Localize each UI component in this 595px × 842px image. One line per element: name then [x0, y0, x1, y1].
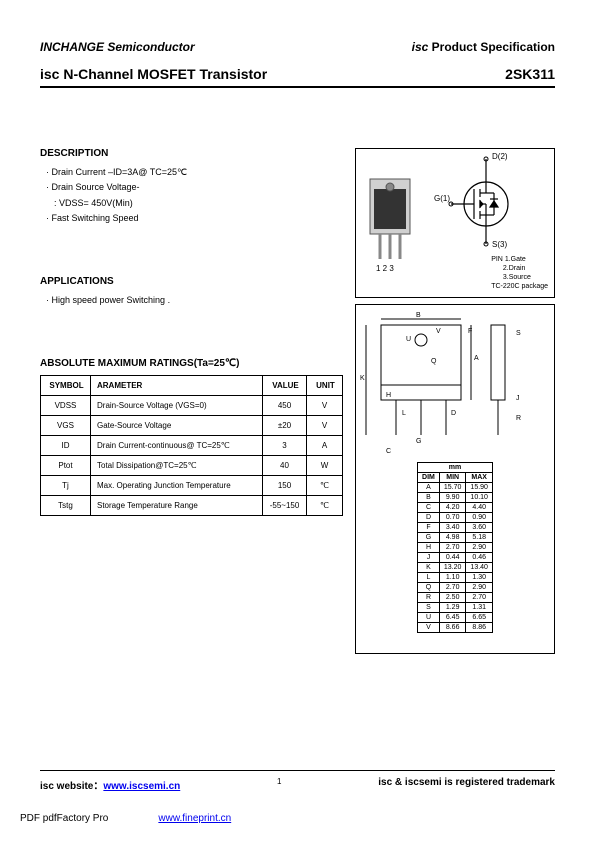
dim-row: V8.668.86 [418, 623, 493, 633]
svg-text:J: J [516, 395, 520, 402]
svg-text:G: G [416, 438, 421, 445]
svg-text:A: A [474, 355, 479, 362]
table-row: VGSGate-Source Voltage±20V [41, 416, 343, 436]
svg-text:U: U [406, 336, 411, 343]
svg-text:H: H [386, 392, 391, 399]
label-s: S(3) [492, 240, 507, 249]
fineprint-link[interactable]: www.fineprint.cn [158, 813, 231, 824]
pin-legend: PIN 1.Gate 2.Drain 3.Source TC-220C pack… [491, 255, 548, 291]
footer-right: isc & iscsemi is registered trademark [378, 777, 555, 792]
table-row: VDSSDrain-Source Voltage (VGS=0)450V [41, 396, 343, 416]
desc-item: · Drain Source Voltage- [46, 180, 343, 195]
header-company: INCHANGE Semiconductor [40, 40, 195, 54]
header-isc: isc [412, 40, 429, 54]
dim-row: G4.985.18 [418, 533, 493, 543]
right-column: 1 2 3 [355, 148, 555, 654]
label-g: G(1) [434, 194, 450, 203]
page-footer: isc website：www.iscsemi.cn 1 isc & iscse… [40, 770, 555, 792]
applications-list: · High speed power Switching . [46, 293, 343, 308]
header-spec: isc Product Specification [412, 40, 555, 54]
dim-row: D0.700.90 [418, 513, 493, 523]
dim-row: B9.9010.10 [418, 493, 493, 503]
desc-item: · Drain Current –ID=3A@ TC=25℃ [46, 165, 343, 180]
col-unit: UNIT [307, 376, 343, 396]
dim-row: C4.204.40 [418, 503, 493, 513]
dim-row: A15.7015.90 [418, 483, 493, 493]
package-pinout-figure: 1 2 3 [355, 148, 555, 298]
table-row: PtotTotal Dissipation@TC=25℃40W [41, 456, 343, 476]
svg-text:D: D [451, 410, 456, 417]
dim-row: Q2.702.90 [418, 583, 493, 593]
dim-header: mm [418, 463, 493, 473]
dim-row: S1.291.31 [418, 603, 493, 613]
part-number: 2SK311 [505, 66, 555, 82]
dim-row: U6.456.65 [418, 613, 493, 623]
dim-row: K13.2013.40 [418, 563, 493, 573]
footer-page: 1 [277, 777, 281, 792]
svg-text:L: L [402, 410, 406, 417]
svg-text:F: F [468, 328, 472, 335]
applications-heading: APPLICATIONS [40, 276, 343, 287]
dimensions-table: mm DIMMINMAX A15.7015.90 B9.9010.10 C4.2… [417, 462, 493, 633]
footer-left: isc website：www.iscsemi.cn [40, 777, 180, 792]
mechanical-drawing: B A K H G D L S J R V F C Q U mm DIMMINM… [355, 304, 555, 654]
table-row: IDDrain Current-continuous@ TC=25℃3A [41, 436, 343, 456]
ratings-table: SYMBOL ARAMETER VALUE UNIT VDSSDrain-Sou… [40, 375, 343, 516]
dim-row: F3.403.60 [418, 523, 493, 533]
ratings-heading: ABSOLUTE MAXIMUM RATINGS(Ta=25℃) [40, 358, 343, 369]
main-content: DESCRIPTION · Drain Current –ID=3A@ TC=2… [40, 148, 555, 654]
app-item: · High speed power Switching . [46, 293, 343, 308]
svg-text:V: V [436, 328, 441, 335]
svg-text:R: R [516, 415, 521, 422]
dim-cols: DIMMINMAX [418, 473, 493, 483]
svg-text:C: C [386, 448, 391, 455]
dim-row: L1.101.30 [418, 573, 493, 583]
table-header-row: SYMBOL ARAMETER VALUE UNIT [41, 376, 343, 396]
pdf-factory-line: PDF pdfFactory Pro www.fineprint.cn [20, 813, 575, 824]
page-header: INCHANGE Semiconductor isc Product Speci… [40, 40, 555, 54]
svg-text:S: S [516, 330, 521, 337]
header-rest: Product Specification [428, 40, 555, 54]
dim-row: H2.702.90 [418, 543, 493, 553]
col-value: VALUE [263, 376, 307, 396]
label-d: D(2) [492, 152, 508, 161]
desc-item: · Fast Switching Speed [46, 211, 343, 226]
col-symbol: SYMBOL [41, 376, 91, 396]
description-list: · Drain Current –ID=3A@ TC=25℃ · Drain S… [46, 165, 343, 226]
col-param: ARAMETER [91, 376, 263, 396]
website-link[interactable]: www.iscsemi.cn [103, 781, 180, 792]
dim-row: J0.440.46 [418, 553, 493, 563]
description-heading: DESCRIPTION [40, 148, 343, 159]
mech-svg: B A K H G D L S J R V F C Q U [356, 305, 554, 455]
left-column: DESCRIPTION · Drain Current –ID=3A@ TC=2… [40, 148, 343, 654]
title-bar: isc N-Channel MOSFET Transistor 2SK311 [40, 66, 555, 88]
table-row: TstgStorage Temperature Range-55~150℃ [41, 496, 343, 516]
dim-row: R2.502.70 [418, 593, 493, 603]
desc-item: : VDSS= 450V(Min) [46, 196, 343, 211]
svg-text:Q: Q [431, 358, 437, 365]
pin-nums: 1 2 3 [376, 264, 394, 273]
svg-text:K: K [360, 375, 365, 382]
table-row: TjMax. Operating Junction Temperature150… [41, 476, 343, 496]
product-title: isc N-Channel MOSFET Transistor [40, 66, 267, 82]
svg-text:B: B [416, 312, 421, 319]
